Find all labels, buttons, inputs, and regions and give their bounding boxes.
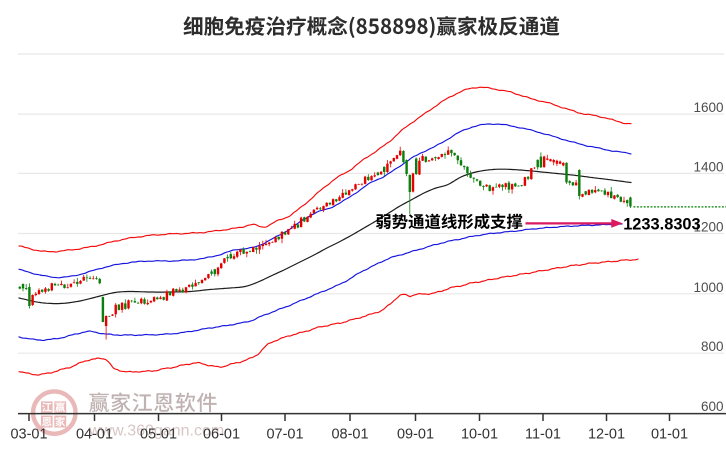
svg-text:1233.8303: 1233.8303 bbox=[623, 216, 700, 234]
svg-text:05-01: 05-01 bbox=[140, 427, 177, 443]
svg-text:1000: 1000 bbox=[693, 280, 723, 295]
svg-text:12-01: 12-01 bbox=[588, 427, 625, 443]
svg-text:10-01: 10-01 bbox=[461, 427, 498, 443]
svg-text:03-01: 03-01 bbox=[10, 427, 47, 443]
svg-text:1400: 1400 bbox=[693, 160, 723, 175]
svg-text:09-01: 09-01 bbox=[397, 427, 434, 443]
svg-text:www.360gann.com: www.360gann.com bbox=[88, 423, 224, 440]
svg-text:11-01: 11-01 bbox=[525, 427, 561, 443]
svg-text:08-01: 08-01 bbox=[331, 427, 368, 443]
svg-text:800: 800 bbox=[701, 339, 724, 354]
svg-text:04-01: 04-01 bbox=[76, 427, 113, 443]
svg-text:600: 600 bbox=[701, 399, 724, 414]
svg-text:06-01: 06-01 bbox=[203, 427, 240, 443]
svg-text:1200: 1200 bbox=[693, 220, 723, 235]
svg-text:07-01: 07-01 bbox=[266, 427, 303, 443]
svg-text:01-01: 01-01 bbox=[651, 427, 688, 443]
svg-text:1600: 1600 bbox=[693, 100, 723, 115]
